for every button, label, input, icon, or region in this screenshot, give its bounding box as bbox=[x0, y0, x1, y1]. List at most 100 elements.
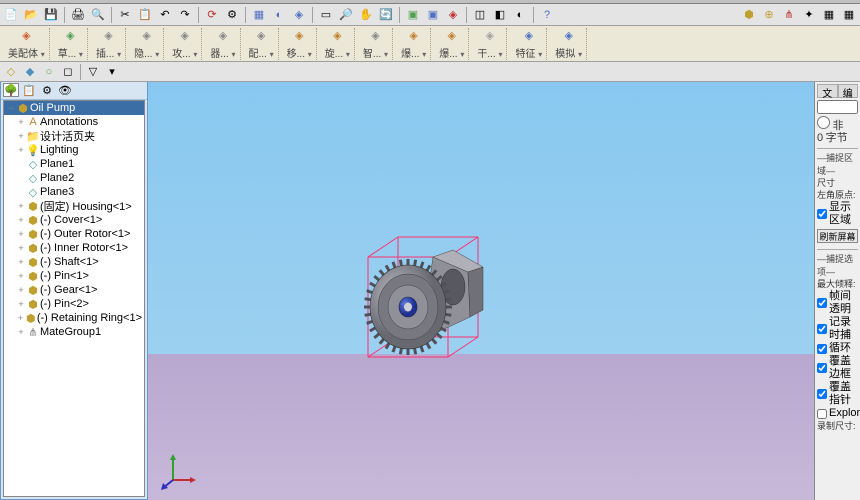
ribbon-cmd-1[interactable]: ◈草... ▾ bbox=[54, 28, 88, 60]
tool-assembly-icon[interactable]: ⬢ bbox=[740, 6, 758, 24]
tree-item-12[interactable]: +⬢(-) Gear<1> bbox=[4, 283, 144, 297]
tool-options-icon[interactable]: ⚙ bbox=[223, 6, 241, 24]
tool-open-icon[interactable]: 📂 bbox=[22, 6, 40, 24]
ribbon-cmd-9[interactable]: ◈智... ▾ bbox=[359, 28, 393, 60]
tool-cut-icon[interactable]: ✂ bbox=[116, 6, 134, 24]
ribbon-cmd-4[interactable]: ◈攻... ▾ bbox=[168, 28, 202, 60]
tool-shaded-icon[interactable]: ◐ bbox=[270, 6, 288, 24]
ribbon-cmd-6[interactable]: ◈配... ▾ bbox=[245, 28, 279, 60]
capture-region-title: —捕捉区域— bbox=[817, 151, 858, 177]
ribbon-cmd-8[interactable]: ◈旋... ▾ bbox=[321, 28, 355, 60]
tree-item-11[interactable]: +⬢(-) Pin<1> bbox=[4, 269, 144, 283]
check-opt-5[interactable] bbox=[817, 409, 827, 419]
tree-item-9[interactable]: +⬢(-) Inner Rotor<1> bbox=[4, 241, 144, 255]
tree-item-0[interactable]: +AAnnotations bbox=[4, 115, 144, 129]
tree-item-7[interactable]: +⬢(-) Cover<1> bbox=[4, 213, 144, 227]
side-tab-file[interactable]: 文件 bbox=[817, 84, 838, 98]
tool-copy-icon[interactable]: 📋 bbox=[136, 6, 154, 24]
check-show-region[interactable] bbox=[817, 209, 827, 219]
ribbon-cmd-2[interactable]: ◈插... ▾ bbox=[92, 28, 126, 60]
tool-wireframe-icon[interactable]: ▦ bbox=[250, 6, 268, 24]
sel-filter1-icon[interactable]: ◇ bbox=[2, 63, 20, 81]
ribbon-cmd-14[interactable]: ◈模拟 ▾ bbox=[551, 28, 587, 60]
tool-mate-icon[interactable]: ⋔ bbox=[780, 6, 798, 24]
ribbon-cmd-13[interactable]: ◈特征 ▾ bbox=[511, 28, 547, 60]
refresh-screen-button[interactable]: 刷新屏幕 bbox=[817, 229, 858, 243]
feature-manager-panel: 🌳 📋 ⚙ 👁 − ⬢ Oil Pump +AAnnotations+📁设计活页… bbox=[0, 82, 148, 500]
tool-save-icon[interactable]: 💾 bbox=[42, 6, 60, 24]
tree-item-14[interactable]: +⬢(-) Retaining Ring<1> bbox=[4, 311, 144, 325]
sel-filter3-icon[interactable]: ○ bbox=[40, 63, 58, 81]
tool-explode-icon[interactable]: ✦ bbox=[800, 6, 818, 24]
tree-root[interactable]: − ⬢ Oil Pump bbox=[4, 101, 144, 115]
tool-pan-icon[interactable]: ✋ bbox=[357, 6, 375, 24]
byte-value: 0 bbox=[817, 132, 823, 144]
ribbon-cmd-3[interactable]: ◈隐... ▾ bbox=[130, 28, 164, 60]
tool-perspective-icon[interactable]: ◈ bbox=[290, 6, 308, 24]
side-path-input[interactable] bbox=[817, 100, 858, 114]
tool-print-icon[interactable]: 🖨 bbox=[69, 6, 87, 24]
side-tab-edit[interactable]: 编辑 bbox=[838, 84, 859, 98]
tool-section-icon[interactable]: ◧ bbox=[491, 6, 509, 24]
tree-item-10[interactable]: +⬢(-) Shaft<1> bbox=[4, 255, 144, 269]
tool-help-icon[interactable]: ? bbox=[538, 6, 556, 24]
tree-item-5[interactable]: ◇Plane3 bbox=[4, 185, 144, 199]
orientation-triad bbox=[158, 450, 198, 490]
tool-rotate-icon[interactable]: 🔄 bbox=[377, 6, 395, 24]
tool-top-icon[interactable]: ▣ bbox=[424, 6, 442, 24]
oil-pump-model[interactable] bbox=[358, 232, 488, 372]
tool-select-icon[interactable]: ▭ bbox=[317, 6, 335, 24]
tool-insert-icon[interactable]: ⊕ bbox=[760, 6, 778, 24]
check-opt-2[interactable] bbox=[817, 344, 827, 354]
standard-toolbar: 📄 📂 💾 🖨 🔍 ✂ 📋 ↶ ↷ ⟳ ⚙ ▦ ◐ ◈ ▭ 🔎 ✋ 🔄 ▣ ▣ … bbox=[0, 4, 860, 26]
sel-filter4-icon[interactable]: ◻ bbox=[59, 63, 77, 81]
tab-feature-tree-icon[interactable]: 🌳 bbox=[3, 83, 19, 97]
ribbon-cmd-12[interactable]: ◈干... ▾ bbox=[473, 28, 507, 60]
tree-item-3[interactable]: ◇Plane1 bbox=[4, 157, 144, 171]
tool-preview-icon[interactable]: 🔍 bbox=[89, 6, 107, 24]
ribbon-cmd-10[interactable]: ◈爆... ▾ bbox=[397, 28, 431, 60]
tool-iso-icon[interactable]: ◈ bbox=[444, 6, 462, 24]
tree-item-1[interactable]: +📁设计活页夹 bbox=[4, 129, 144, 143]
sel-filter2-icon[interactable]: ◆ bbox=[21, 63, 39, 81]
tool-rebuild-icon[interactable]: ⟳ bbox=[203, 6, 221, 24]
graphics-viewport[interactable] bbox=[148, 82, 814, 500]
tab-property-icon[interactable]: 📋 bbox=[21, 83, 37, 97]
tool-new-icon[interactable]: 📄 bbox=[2, 6, 20, 24]
ribbon-cmd-0[interactable]: ◈美配体 ▾ bbox=[4, 28, 50, 60]
tree-item-8[interactable]: +⬢(-) Outer Rotor<1> bbox=[4, 227, 144, 241]
tab-display-icon[interactable]: 👁 bbox=[57, 83, 73, 97]
check-opt-0[interactable] bbox=[817, 298, 827, 308]
radio-none[interactable] bbox=[817, 116, 830, 129]
tree-item-15[interactable]: +⋔MateGroup1 bbox=[4, 325, 144, 339]
record-size-label: 录制尺寸: bbox=[817, 420, 858, 432]
ribbon-cmd-5[interactable]: ◈器... ▾ bbox=[206, 28, 240, 60]
check-opt-3[interactable] bbox=[817, 363, 827, 373]
tool-undo-icon[interactable]: ↶ bbox=[156, 6, 174, 24]
check-opt-1[interactable] bbox=[817, 324, 827, 334]
tree-item-6[interactable]: +⬢(固定) Housing<1> bbox=[4, 199, 144, 213]
ribbon-cmd-11[interactable]: ◈爆... ▾ bbox=[435, 28, 469, 60]
tool-redo-icon[interactable]: ↷ bbox=[176, 6, 194, 24]
selection-toolbar: ◇ ◆ ○ ◻ ▽ ▾ bbox=[0, 62, 860, 82]
tree-item-2[interactable]: +💡Lighting bbox=[4, 143, 144, 157]
sel-filter5-icon[interactable]: ▽ bbox=[84, 63, 102, 81]
tool-zoom-icon[interactable]: 🔎 bbox=[337, 6, 355, 24]
tool-extra2-icon[interactable]: ▦ bbox=[840, 6, 858, 24]
feature-manager-tabs: 🌳 📋 ⚙ 👁 bbox=[1, 82, 147, 100]
check-opt-4[interactable] bbox=[817, 389, 827, 399]
tool-front-icon[interactable]: ▣ bbox=[404, 6, 422, 24]
tab-config-icon[interactable]: ⚙ bbox=[39, 83, 55, 97]
tool-extra1-icon[interactable]: ▦ bbox=[820, 6, 838, 24]
sel-config-icon[interactable]: ▾ bbox=[103, 63, 121, 81]
size-label: 尺寸 bbox=[817, 177, 858, 189]
tree-item-13[interactable]: +⬢(-) Pin<2> bbox=[4, 297, 144, 311]
tree-item-4[interactable]: ◇Plane2 bbox=[4, 171, 144, 185]
tool-hidden-icon[interactable]: ◫ bbox=[471, 6, 489, 24]
origin-label: 左角原点: bbox=[817, 189, 858, 201]
feature-tree[interactable]: − ⬢ Oil Pump +AAnnotations+📁设计活页夹+💡Light… bbox=[3, 100, 145, 497]
viewport-ground bbox=[148, 354, 814, 500]
tool-transparency-icon[interactable]: ◐ bbox=[511, 6, 529, 24]
capture-options-title: —捕捉选项— bbox=[817, 252, 858, 278]
ribbon-cmd-7[interactable]: ◈移... ▾ bbox=[283, 28, 317, 60]
